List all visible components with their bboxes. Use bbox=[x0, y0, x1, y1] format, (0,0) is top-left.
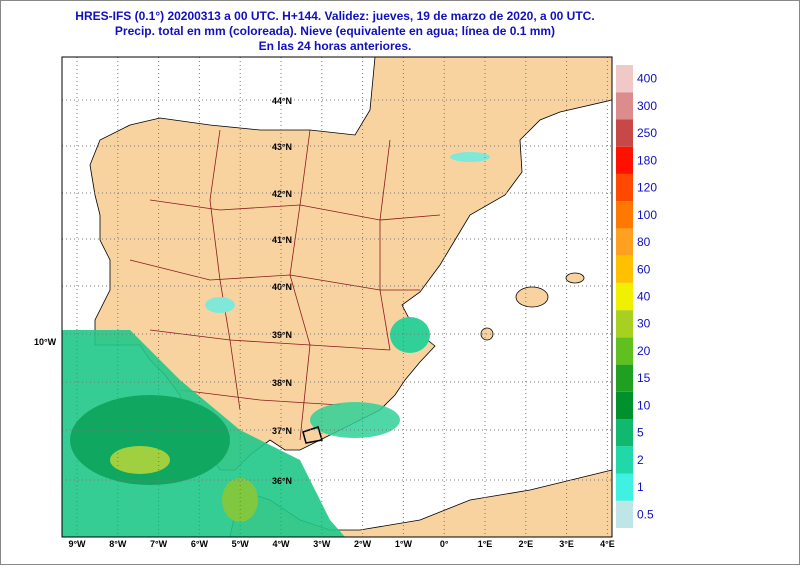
precip-area bbox=[205, 297, 235, 313]
colorbar: 0.5 1 2 5 10 15 20 30 40 60 80 100 120 180 250 300 400 bbox=[616, 65, 657, 528]
lon-label: 2°E bbox=[518, 539, 533, 549]
colorbar-label: 40 bbox=[637, 290, 651, 304]
precip-area bbox=[110, 446, 170, 474]
island bbox=[565, 272, 585, 284]
lat-label: 40°N bbox=[272, 282, 292, 292]
snow-line bbox=[302, 426, 323, 444]
lat-label: 43°N bbox=[272, 142, 292, 152]
colorbar-box bbox=[616, 65, 633, 93]
border bbox=[149, 329, 391, 351]
colorbar-label: 2 bbox=[637, 453, 644, 467]
lat-label: 36°N bbox=[272, 476, 292, 486]
colorbar-label: 300 bbox=[637, 99, 657, 113]
lon-label: 10°W bbox=[34, 337, 57, 347]
colorbar-label: 100 bbox=[637, 208, 657, 222]
border bbox=[289, 129, 311, 441]
colorbar-label: 60 bbox=[637, 262, 651, 276]
colorbar-label: 15 bbox=[637, 371, 651, 385]
lon-label: 3°E bbox=[559, 539, 574, 549]
colorbar-label: 10 bbox=[637, 398, 651, 412]
colorbar-box bbox=[616, 146, 633, 174]
colorbar-box bbox=[616, 473, 633, 501]
border bbox=[179, 389, 341, 406]
colorbar-label: 120 bbox=[637, 181, 657, 195]
colorbar-box bbox=[616, 201, 633, 229]
graticule: 44°N 43°N 42°N 41°N 40°N 39°N 38°N 37°N 36°N bbox=[62, 57, 612, 537]
colorbar-box bbox=[616, 500, 633, 528]
island bbox=[515, 286, 549, 308]
colorbar-label: 30 bbox=[637, 317, 651, 331]
lat-label: 41°N bbox=[272, 235, 292, 245]
lat-label: 37°N bbox=[272, 426, 292, 436]
colorbar-box bbox=[616, 173, 633, 202]
lon-label: 0° bbox=[440, 539, 449, 549]
border bbox=[379, 139, 391, 351]
precip-area bbox=[310, 402, 400, 438]
province-borders bbox=[129, 129, 441, 441]
lon-label: 7°W bbox=[150, 539, 168, 549]
title-line: HRES-IFS (0.1°) 20200313 a 00 UTC. H+144… bbox=[75, 9, 594, 23]
colorbar-box bbox=[616, 337, 633, 365]
lat-label: 38°N bbox=[272, 378, 292, 388]
lon-label: 4°E bbox=[600, 539, 615, 549]
border bbox=[209, 129, 241, 411]
colorbar-label: 180 bbox=[637, 153, 657, 167]
map-frame bbox=[61, 56, 613, 538]
colorbar-box bbox=[616, 419, 633, 447]
lon-label: 6°W bbox=[191, 539, 209, 549]
lon-label: 1°W bbox=[395, 539, 413, 549]
lat-label: 44°N bbox=[272, 96, 292, 106]
colorbar-label: 250 bbox=[637, 126, 657, 140]
lon-label: 2°W bbox=[354, 539, 372, 549]
colorbar-box bbox=[616, 310, 633, 338]
lat-label: 42°N bbox=[272, 189, 292, 199]
colorbar-box bbox=[616, 391, 633, 420]
colorbar-label: 5 bbox=[637, 426, 644, 440]
colorbar-label: 80 bbox=[637, 235, 651, 249]
precip-area bbox=[70, 395, 230, 485]
colorbar-box bbox=[616, 228, 633, 256]
lon-label: 4°W bbox=[272, 539, 290, 549]
lon-label: 9°W bbox=[68, 539, 86, 549]
subtitle-line: En las 24 horas anteriores. bbox=[259, 39, 412, 53]
colorbar-label: 400 bbox=[637, 72, 657, 86]
colorbar-label: 0.5 bbox=[637, 507, 654, 521]
lon-label: 5°W bbox=[232, 539, 250, 549]
lon-label: 8°W bbox=[109, 539, 127, 549]
lat-label: 39°N bbox=[272, 330, 292, 340]
subtitle-line: Precip. total en mm (coloreada). Nieve (… bbox=[115, 24, 555, 38]
map: 44°N 43°N 42°N 41°N 40°N 39°N 38°N 37°N 36°N 10°… bbox=[34, 56, 613, 538]
precip-area bbox=[390, 317, 430, 353]
colorbar-label: 1 bbox=[637, 480, 644, 494]
lon-label: 3°W bbox=[313, 539, 331, 549]
colorbar-box bbox=[616, 92, 633, 120]
colorbar-label: 20 bbox=[637, 344, 651, 358]
colorbar-box bbox=[616, 446, 633, 474]
colorbar-box bbox=[616, 282, 633, 311]
precip-area bbox=[222, 478, 258, 522]
precip-area bbox=[450, 152, 490, 162]
colorbar-box bbox=[616, 255, 633, 283]
colorbar-box bbox=[616, 119, 633, 147]
colorbar-box bbox=[616, 364, 633, 392]
lon-label: 1°E bbox=[478, 539, 493, 549]
